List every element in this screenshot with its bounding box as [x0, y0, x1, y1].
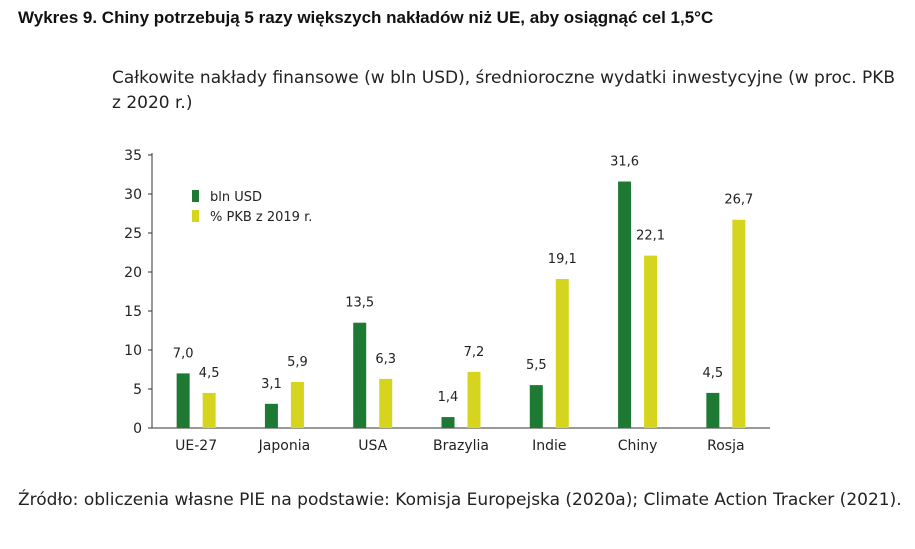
x-tick-label: Chiny [618, 438, 658, 454]
y-tick-label: 30 [124, 187, 142, 203]
legend-swatch [192, 210, 199, 222]
data-label: 1,4 [438, 390, 459, 405]
legend-swatch [192, 190, 199, 202]
bar [379, 378, 393, 428]
y-tick-label: 20 [124, 265, 142, 281]
bar [202, 392, 216, 428]
x-tick-label: Rosja [707, 438, 744, 454]
x-tick-label: Indie [532, 438, 566, 454]
x-tick-label: USA [358, 438, 387, 454]
data-label: 6,3 [375, 352, 396, 367]
source-note: Źródło: obliczenia własne PIE na podstaw… [18, 490, 902, 510]
y-tick-label: 0 [133, 421, 142, 437]
y-axis: 0 5 10 15 20 25 30 35 [124, 148, 153, 437]
bar [644, 255, 658, 428]
bar [706, 392, 720, 428]
bar [555, 279, 569, 428]
legend-label: % PKB z 2019 r. [210, 210, 312, 225]
bar [618, 181, 632, 428]
y-tick-label: 15 [124, 304, 142, 320]
x-tick-label: UE-27 [175, 438, 217, 454]
chart-subtitle: Całkowite nakłady finansowe (w bln USD),… [112, 68, 896, 113]
data-label: 19,1 [548, 252, 577, 267]
data-label: 5,5 [526, 358, 547, 373]
data-label: 4,5 [199, 366, 220, 381]
legend: bln USD % PKB z 2019 r. [192, 190, 312, 225]
y-tick-label: 35 [124, 148, 142, 164]
x-axis: UE-27 Japonia USA Brazylia Indie Chiny Rosja [152, 427, 770, 454]
x-tick-label: Brazylia [433, 438, 489, 454]
data-label: 7,0 [173, 346, 194, 361]
bar [467, 371, 481, 428]
bar [441, 417, 455, 428]
y-tick-label: 25 [124, 226, 142, 242]
bar [176, 373, 190, 428]
data-label: 31,6 [610, 155, 639, 170]
data-label: 7,2 [464, 345, 485, 360]
data-label: 5,9 [287, 355, 308, 370]
y-tick-label: 10 [124, 343, 142, 359]
data-label: 3,1 [261, 377, 282, 392]
bar [290, 381, 304, 428]
bar [264, 403, 278, 428]
legend-label: bln USD [210, 190, 262, 205]
chart-title: Wykres 9. Chiny potrzebują 5 razy większ… [18, 8, 714, 27]
bar [529, 385, 543, 428]
bars: 7,0 4,5 3,1 5,9 13,5 6,3 1,4 7,2 5,5 19,1 31,6 22,1… [173, 155, 753, 428]
bar [732, 219, 746, 428]
data-label: 22,1 [636, 229, 665, 244]
data-label: 13,5 [345, 296, 374, 311]
data-label: 4,5 [703, 366, 724, 381]
y-tick-label: 5 [133, 382, 142, 398]
x-tick-label: Japonia [258, 438, 311, 454]
bar [353, 322, 367, 428]
data-label: 26,7 [724, 193, 753, 208]
